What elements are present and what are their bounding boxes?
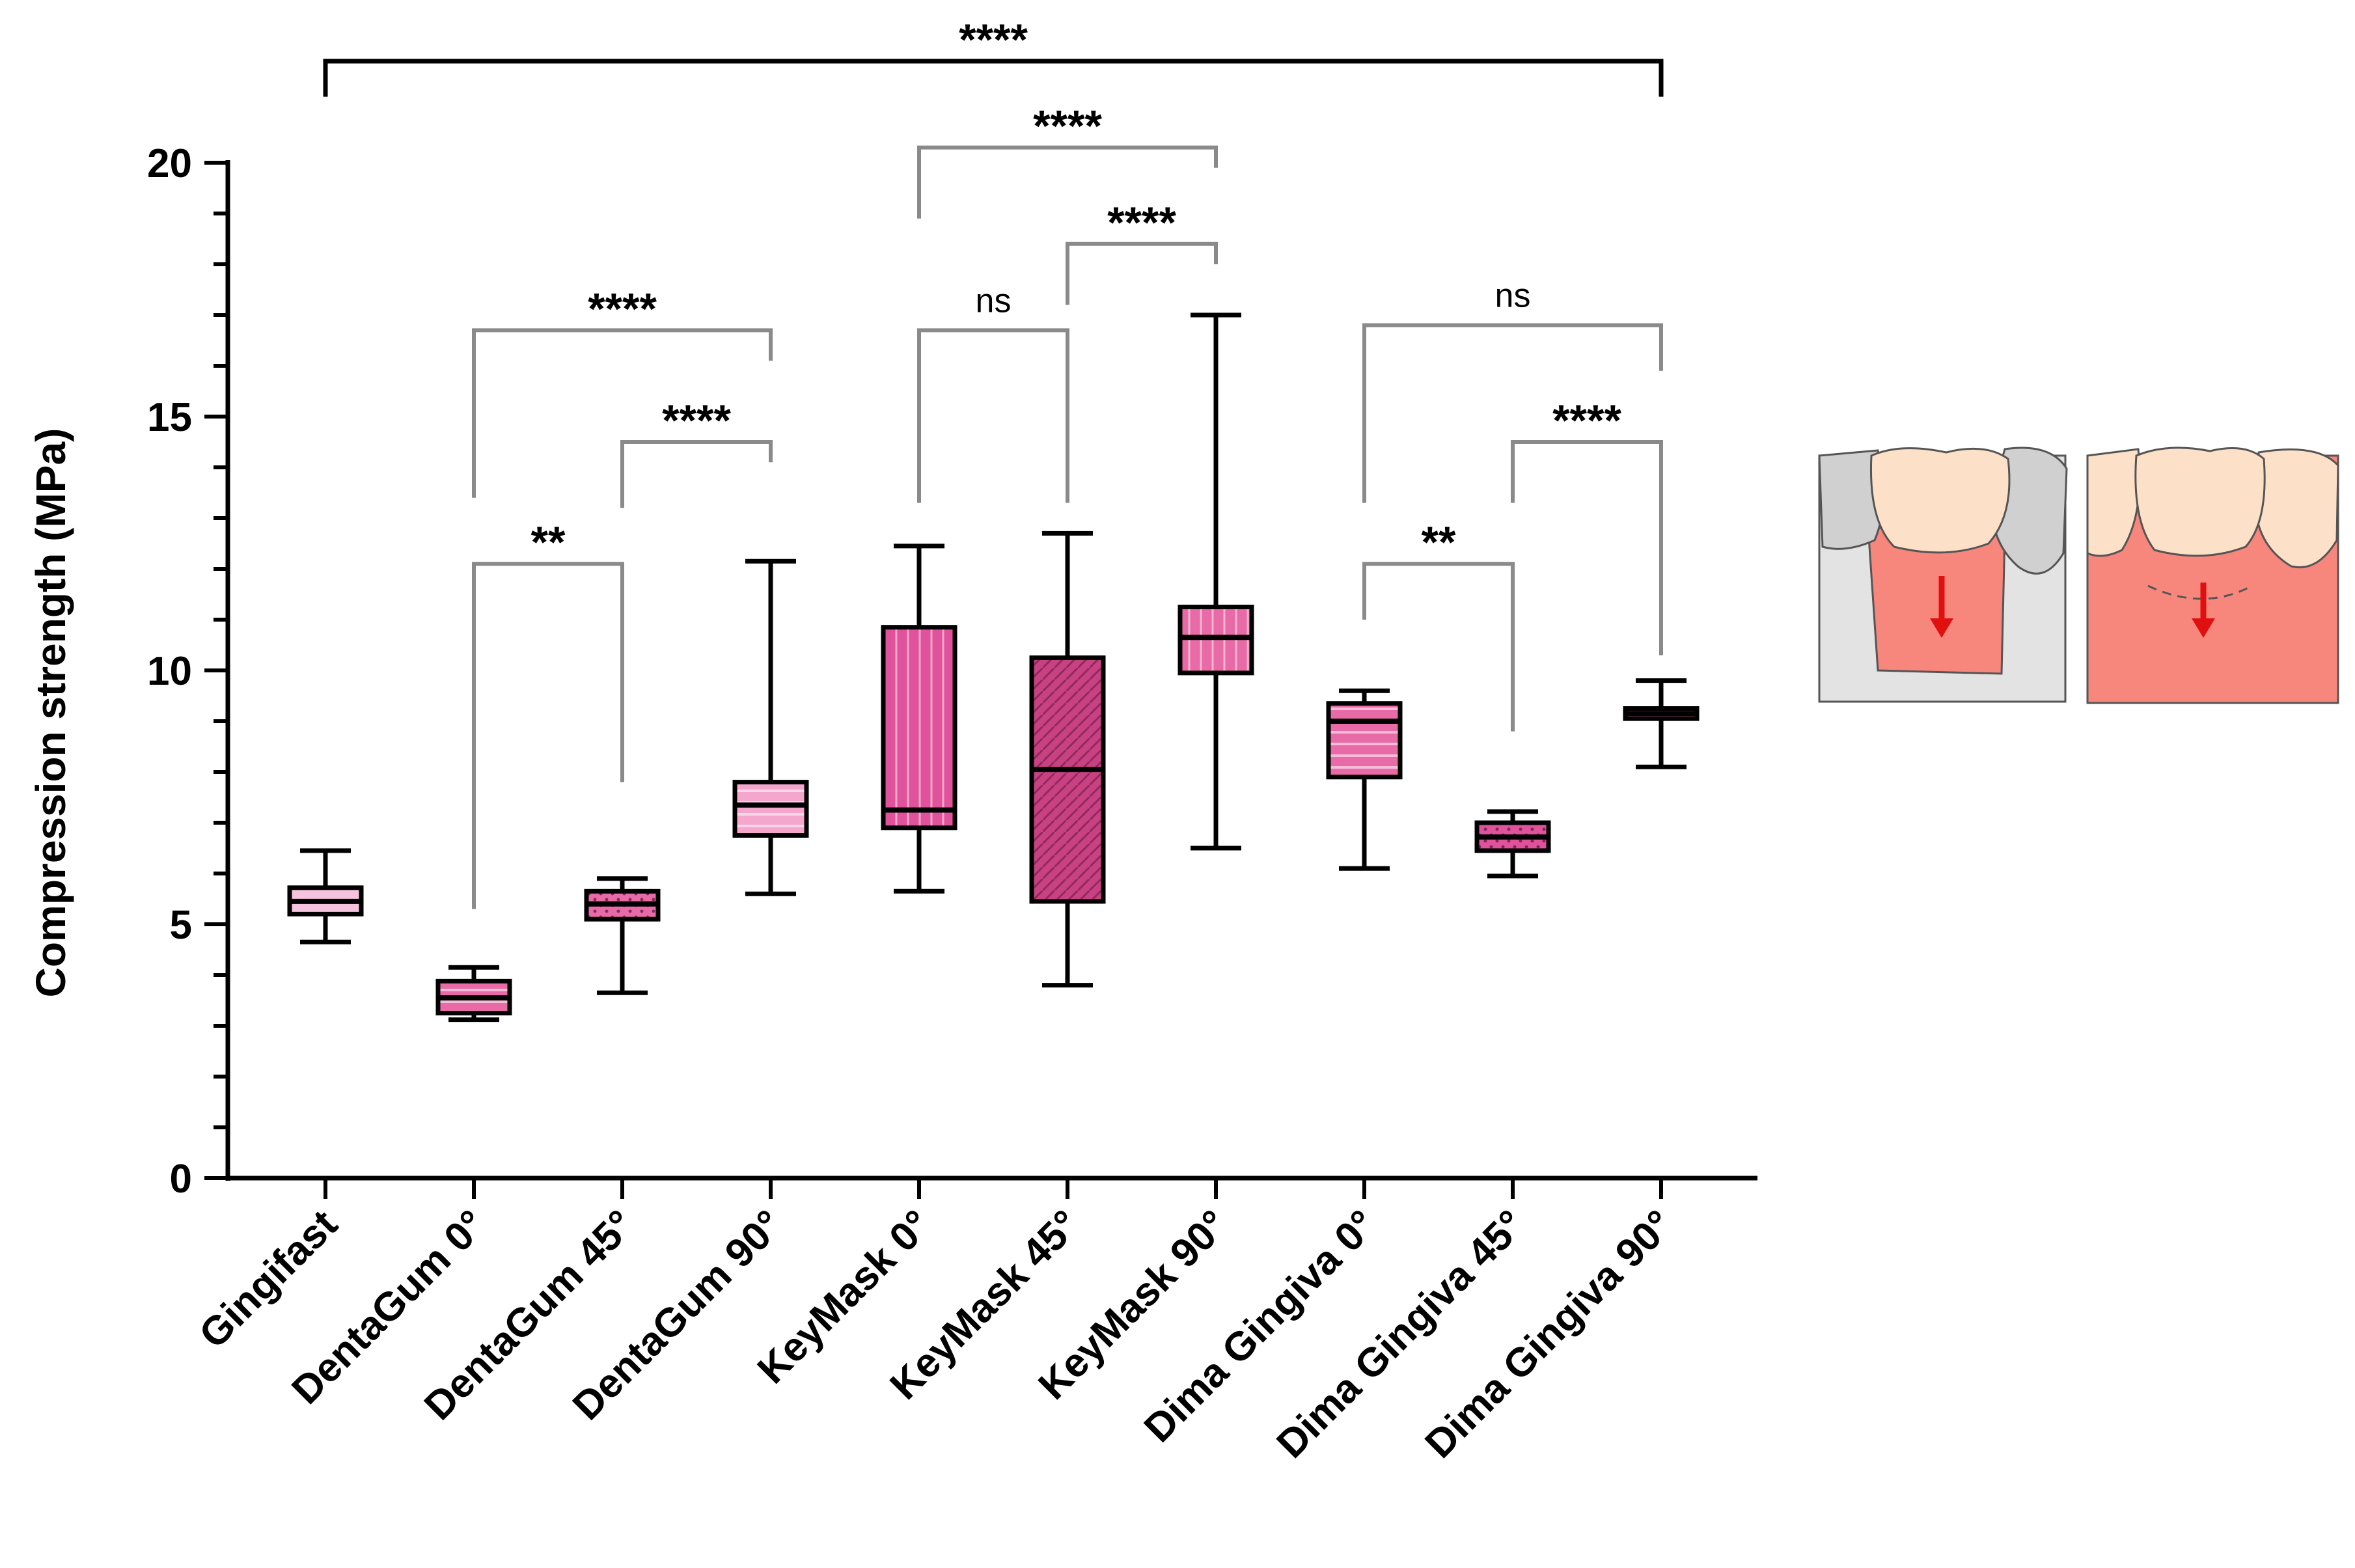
box-9 — [1474, 809, 1551, 879]
boxes — [287, 312, 1700, 1023]
comparison-5: **** — [472, 284, 773, 498]
x-tick-label: Gingifast — [191, 1202, 346, 1357]
tooth — [1869, 447, 2011, 554]
significance-label: **** — [959, 15, 1028, 64]
bracket-line — [1362, 323, 1663, 503]
significance-label: ** — [1422, 517, 1456, 567]
tooth-on-gum-block — [2086, 447, 2339, 704]
bracket-line — [620, 440, 773, 508]
comparison-9: **** — [1511, 396, 1663, 655]
box-outline — [1326, 701, 1403, 780]
comparison-10: ** — [1362, 517, 1515, 732]
box-pattern — [1032, 657, 1103, 901]
inset-illustration — [1818, 447, 2339, 704]
box-8 — [1326, 688, 1403, 871]
comparison-6: **** — [620, 396, 773, 508]
x-tick-label: Dima Gingiva 45° — [1268, 1202, 1533, 1466]
comparison-3: **** — [1066, 198, 1218, 305]
force-arrow-head — [2192, 618, 2215, 638]
x-tick-label: Dima Gingiva 90° — [1416, 1202, 1681, 1466]
force-arrow-head — [1930, 618, 1953, 638]
significance-label: ** — [531, 517, 566, 567]
bracket-line — [917, 145, 1218, 219]
comparison-7: ** — [472, 517, 624, 909]
comparison-8: ns — [1362, 277, 1663, 503]
adjacent-tooth-right — [2254, 448, 2339, 569]
axes: 0 5 10 15 20 — [147, 141, 1757, 1202]
y-tick-label: 5 — [170, 903, 192, 948]
significance-label: **** — [588, 284, 657, 333]
y-tick-label: 20 — [147, 141, 192, 186]
box-5 — [881, 543, 957, 894]
y-tick-label: 15 — [147, 395, 192, 440]
bracket-line — [323, 59, 1664, 97]
bracket-line — [472, 328, 773, 498]
bracket-line — [472, 562, 624, 909]
comparison-1: **** — [323, 15, 1664, 97]
significance-brackets: ************ns**********ns****** — [323, 15, 1664, 909]
box-7 — [1178, 312, 1254, 851]
bracket-line — [1362, 562, 1515, 732]
y-tick-label: 0 — [170, 1157, 192, 1202]
significance-label: **** — [1107, 198, 1176, 247]
box-pattern — [735, 782, 806, 836]
comparison-4: ns — [917, 282, 1069, 503]
bracket-line — [1066, 241, 1218, 305]
y-axis-label: Compression strength (MPa) — [27, 428, 74, 998]
significance-label: **** — [1033, 102, 1102, 151]
box-3 — [584, 876, 661, 995]
bracket-line — [1511, 440, 1663, 655]
box-outline — [881, 625, 957, 831]
box-pattern — [1329, 703, 1400, 777]
box-outline — [732, 780, 809, 838]
box-6 — [1029, 530, 1106, 988]
box-1 — [287, 848, 364, 944]
box-4 — [732, 558, 809, 896]
bracket-line — [917, 328, 1069, 503]
box-10 — [1623, 678, 1700, 769]
box-pattern — [883, 627, 955, 828]
significance-label: ns — [1495, 277, 1531, 315]
significance-label: **** — [662, 396, 731, 445]
box-2 — [435, 965, 512, 1023]
tooth — [2134, 447, 2266, 557]
y-tick-label: 10 — [147, 649, 192, 694]
significance-label: **** — [1552, 396, 1621, 445]
box-outline — [1029, 655, 1106, 904]
comparison-2: **** — [917, 102, 1218, 219]
significance-label: ns — [976, 282, 1012, 320]
tooth-embedded-in-gum — [1818, 447, 2068, 703]
